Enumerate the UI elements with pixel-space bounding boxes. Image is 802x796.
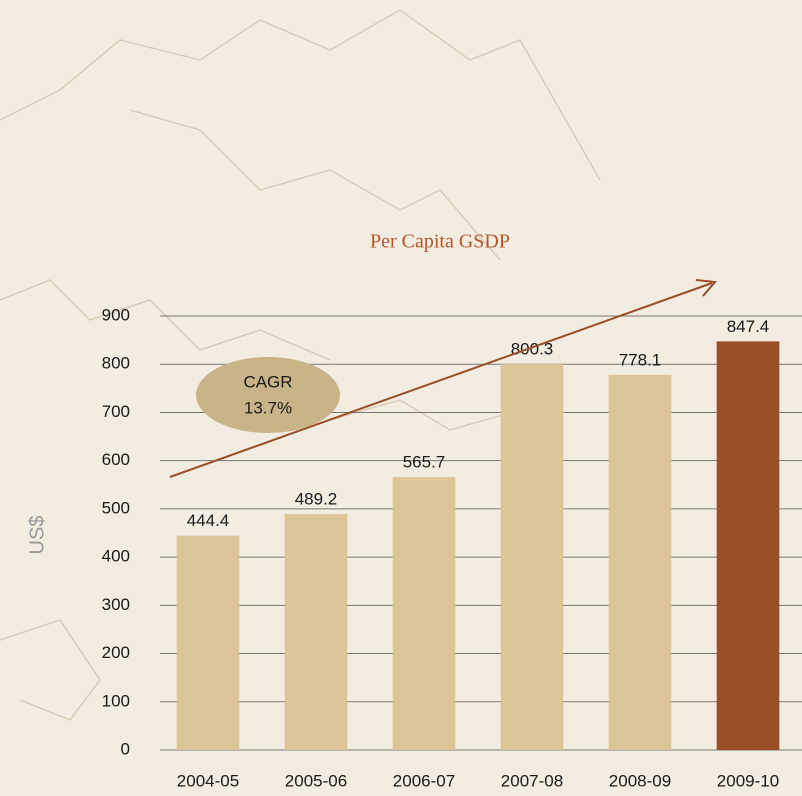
bar (500, 364, 564, 750)
y-tick-label: 900 (102, 305, 130, 324)
data-label: 489.2 (295, 490, 338, 509)
x-tick-label: 2007-08 (501, 771, 563, 790)
bar (392, 477, 456, 750)
cagr-bubble (196, 357, 340, 433)
bar (284, 514, 348, 750)
y-tick-label: 0 (121, 739, 130, 758)
bar (608, 374, 672, 750)
map-background (0, 9, 601, 721)
y-tick-label: 300 (102, 595, 130, 614)
x-tick-label: 2006-07 (393, 771, 455, 790)
cagr-value: 13.7% (244, 398, 292, 417)
y-tick-label: 700 (102, 402, 130, 421)
y-tick-label: 100 (102, 691, 130, 710)
cagr-label: CAGR (243, 372, 292, 391)
trend-arrow (169, 282, 713, 478)
bar (716, 341, 780, 750)
data-label: 847.4 (727, 317, 770, 336)
bar (176, 535, 240, 750)
x-tick-label: 2005-06 (285, 771, 347, 790)
arrow-head (695, 279, 717, 297)
y-tick-label: 200 (102, 643, 130, 662)
y-tick-label: 600 (102, 450, 130, 469)
x-tick-label: 2004-05 (177, 771, 239, 790)
chart-title: Per Capita GSDP (370, 231, 510, 253)
y-tick-label: 500 (102, 498, 130, 517)
data-label: 444.4 (187, 511, 230, 530)
y-tick-label: 400 (102, 547, 130, 566)
data-label: 778.1 (619, 350, 662, 369)
data-label: 565.7 (403, 453, 446, 472)
y-tick-label: 800 (102, 354, 130, 373)
x-tick-label: 2009-10 (717, 771, 779, 790)
x-tick-label: 2008-09 (609, 771, 671, 790)
y-axis-label: US$ (26, 516, 48, 555)
